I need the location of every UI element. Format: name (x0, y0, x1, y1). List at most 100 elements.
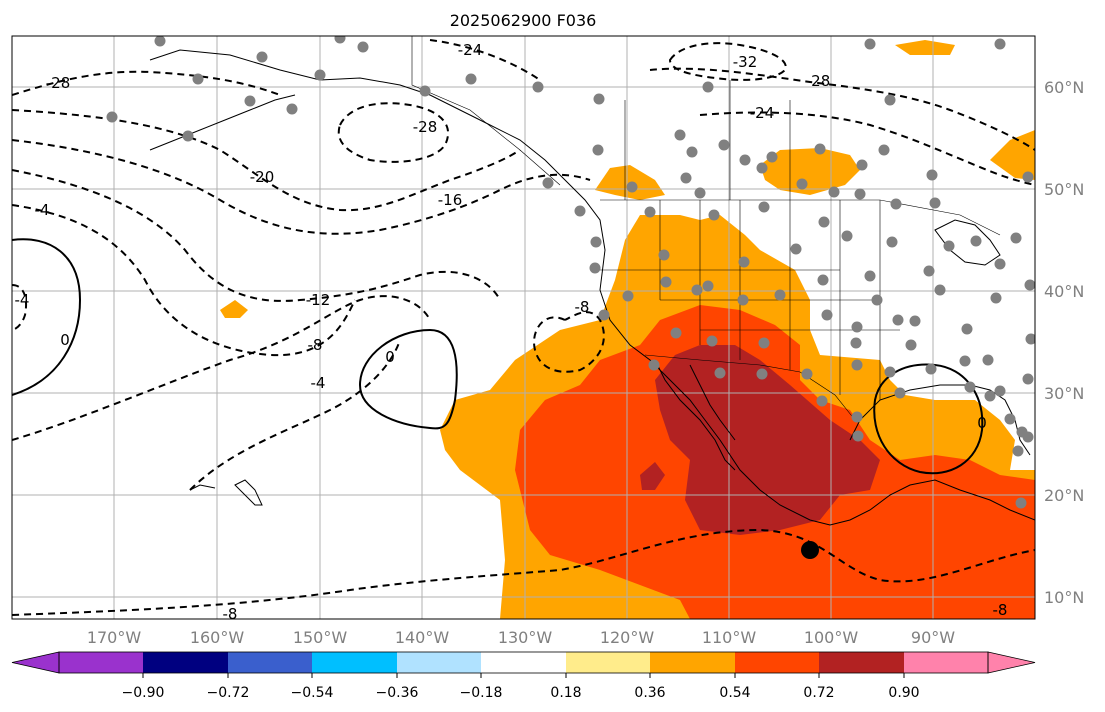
colorbar-segment (904, 652, 988, 673)
colorbar-segment (143, 652, 228, 673)
station-dot (644, 206, 656, 218)
contour-label: -4 (15, 291, 30, 309)
contour-neg28-right (649, 67, 1035, 151)
colorbar-segment (566, 652, 650, 673)
station-dot (589, 262, 601, 274)
colorbar-extend-low (11, 651, 60, 674)
station-dot (708, 209, 720, 221)
station-dot (984, 390, 996, 402)
station-dot (574, 205, 586, 217)
station-dot (790, 243, 802, 255)
station-dot (816, 395, 828, 407)
colorbar-tick-label: 0.90 (888, 685, 919, 701)
station-dot (766, 151, 778, 163)
contour-label: -8 (575, 298, 590, 316)
station-dot (871, 294, 883, 306)
station-dot (702, 280, 714, 292)
station-dot (256, 51, 268, 63)
contours (12, 238, 984, 475)
coast-alaska (149, 49, 1035, 526)
border-alaska-canada (411, 36, 561, 186)
station-dot (796, 178, 808, 190)
longitude-labels: 170°W 160°W 150°W 140°W 130°W 120°W 110°… (87, 628, 955, 647)
station-dot (714, 367, 726, 379)
coast-baja (654, 359, 736, 471)
contour-neg32 (668, 42, 787, 81)
station-dot (648, 359, 660, 371)
station-dot (674, 129, 686, 141)
station-dot (286, 103, 298, 115)
contour-neg20 (12, 109, 521, 212)
fill-level-036-hudson (760, 148, 860, 195)
station-dot (694, 187, 706, 199)
contour-neg28-center (337, 102, 450, 163)
station-dot (925, 363, 937, 375)
station-dot (590, 236, 602, 248)
station-dot (828, 186, 840, 198)
station-dot (864, 38, 876, 50)
contour-label: -20 (250, 168, 275, 186)
station-markers (106, 36, 1035, 509)
contour-neg24-n (429, 39, 541, 81)
contour-zero-gulf (873, 363, 984, 475)
station-dot (894, 387, 906, 399)
station-dot (970, 235, 982, 247)
station-dot (1004, 413, 1016, 425)
coast-aleutians (149, 94, 296, 151)
contour-label: 0 (385, 348, 395, 366)
station-dot (878, 144, 890, 156)
colorbar-tick-label: 0.72 (803, 685, 834, 701)
station-dot (994, 258, 1006, 270)
station-dot (1012, 445, 1024, 457)
lat-label: 50°N (1044, 180, 1084, 199)
contour-neg4-west (12, 284, 28, 331)
station-dot (739, 154, 751, 166)
station-dot (1022, 431, 1034, 443)
station-dot (598, 309, 610, 321)
colorbar-segment (481, 652, 566, 673)
contour-label: -24 (750, 104, 775, 122)
colorbar-segment (312, 652, 397, 673)
station-dot (334, 36, 346, 44)
colorbar-segment (819, 652, 904, 673)
lon-label: 110°W (702, 628, 757, 647)
lon-label: 100°W (804, 628, 859, 647)
station-dot (670, 327, 682, 339)
station-dot (994, 385, 1006, 397)
coast-greatlakes (934, 219, 1001, 266)
contour-label: -8 (308, 336, 323, 354)
colorbar-outline (58, 651, 989, 674)
location-marker (801, 541, 819, 559)
contour-labels: -24 -32 -28 -24 -28 -28 -20 -16 -4 -4 -1… (15, 41, 1008, 619)
colorbar-tick-label: −0.72 (207, 685, 250, 701)
colorbar-segment (228, 652, 312, 673)
station-dot (851, 359, 863, 371)
fill-level-036-top (895, 40, 955, 55)
lat-label: 60°N (1044, 78, 1084, 97)
contour-zero-central (358, 328, 458, 430)
station-dot (929, 197, 941, 209)
colorbar-tick-label: −0.90 (122, 685, 165, 701)
contour-neg28-left (12, 70, 281, 96)
station-dot (851, 411, 863, 423)
station-dot (1022, 373, 1034, 385)
station-dot (738, 256, 750, 268)
province-lines (624, 80, 791, 200)
station-dot (990, 292, 1002, 304)
station-dot (926, 169, 938, 181)
station-dot (909, 315, 921, 327)
station-dot (1024, 279, 1035, 291)
station-dot (818, 216, 830, 228)
station-dot (626, 181, 638, 193)
station-dot (814, 143, 826, 155)
station-dot (737, 294, 749, 306)
station-dot (756, 368, 768, 380)
contour-label: -16 (438, 191, 463, 209)
colorbar-segment (397, 652, 481, 673)
lat-label: 40°N (1044, 282, 1084, 301)
border-us-mexico (644, 354, 856, 421)
station-dot (622, 290, 634, 302)
station-dot (106, 111, 118, 123)
colorbar-ticks: −0.90 −0.72 −0.54 −0.36 −0.18 0.18 0.36 … (122, 685, 920, 701)
